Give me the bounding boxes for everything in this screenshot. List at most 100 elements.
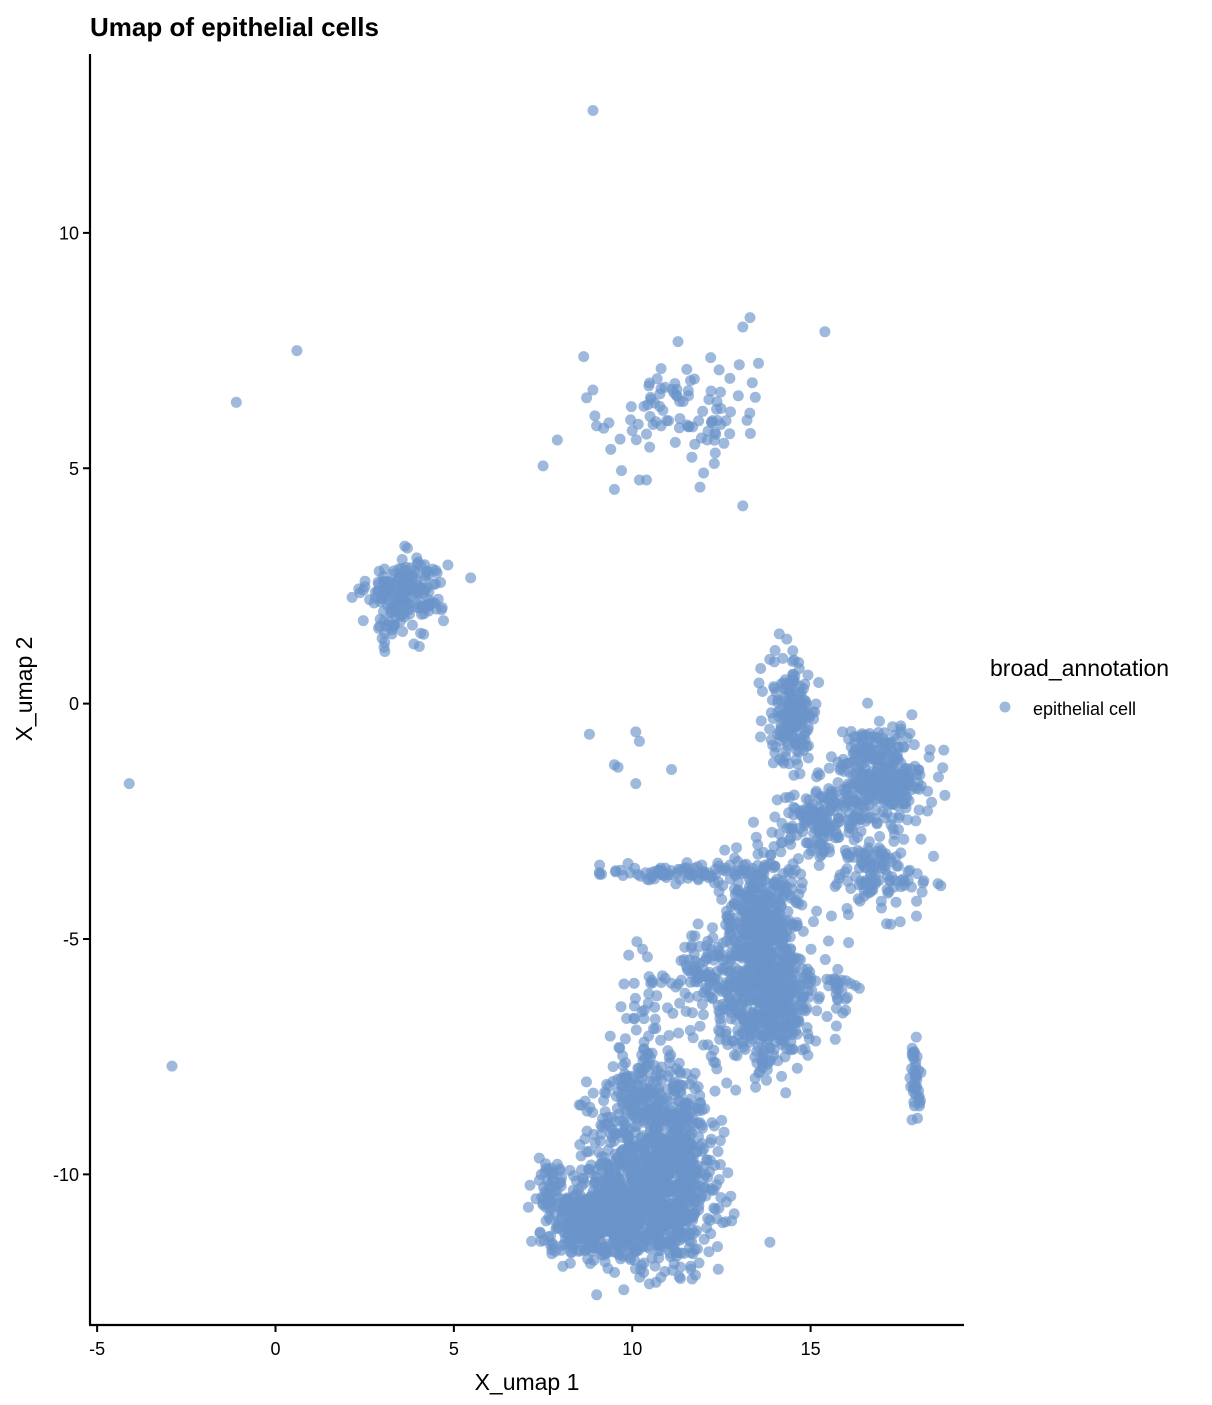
- data-point: [778, 981, 790, 993]
- y-tick-label: 5: [69, 459, 79, 479]
- data-point: [646, 1224, 658, 1236]
- data-point: [603, 1163, 615, 1175]
- data-point: [856, 750, 868, 762]
- data-point: [123, 778, 135, 790]
- data-point: [560, 1220, 572, 1232]
- data-point: [701, 970, 713, 982]
- data-point: [678, 1133, 690, 1145]
- data-point: [568, 1237, 580, 1249]
- data-point: [625, 401, 637, 413]
- data-point: [899, 791, 911, 803]
- data-point: [813, 826, 825, 838]
- data-point: [594, 1135, 606, 1147]
- data-point: [792, 1016, 804, 1028]
- data-point: [910, 1031, 922, 1043]
- data-point: [640, 1194, 652, 1206]
- data-point: [679, 1105, 691, 1117]
- data-point: [685, 375, 696, 387]
- data-point: [705, 943, 716, 955]
- data-point: [937, 762, 949, 774]
- data-point: [588, 1254, 600, 1266]
- data-point: [538, 1181, 550, 1193]
- data-point: [719, 844, 731, 856]
- data-point: [442, 559, 454, 571]
- data-point: [775, 901, 787, 913]
- data-point: [643, 1242, 655, 1254]
- data-point: [628, 977, 640, 989]
- data-point: [707, 922, 718, 934]
- data-point: [773, 628, 785, 640]
- data-point: [757, 1062, 769, 1074]
- data-point: [874, 831, 886, 842]
- data-point: [674, 413, 686, 425]
- data-point: [697, 1122, 708, 1134]
- data-point: [769, 811, 781, 823]
- data-point: [787, 645, 799, 657]
- data-point: [396, 554, 408, 565]
- data-point: [878, 849, 890, 861]
- data-point: [797, 744, 809, 756]
- data-point: [357, 615, 369, 627]
- data-point: [813, 837, 825, 849]
- data-point: [872, 727, 884, 738]
- data-point: [681, 363, 693, 375]
- data-point: [655, 1061, 667, 1073]
- data-point: [777, 652, 789, 664]
- data-point: [832, 777, 844, 789]
- data-point: [938, 744, 950, 756]
- data-point: [655, 363, 667, 375]
- data-point: [864, 750, 876, 762]
- data-point: [575, 1220, 587, 1232]
- data-point: [831, 878, 843, 890]
- data-point: [786, 1043, 798, 1055]
- data-point: [830, 988, 842, 1000]
- data-point: [757, 1054, 769, 1066]
- data-point: [663, 1030, 675, 1041]
- data-point: [679, 941, 691, 953]
- data-point: [675, 1189, 687, 1201]
- data-point: [775, 678, 787, 690]
- data-point: [399, 540, 411, 552]
- data-point: [619, 1125, 630, 1137]
- data-point: [905, 763, 917, 775]
- data-point: [709, 1085, 721, 1097]
- data-point: [609, 1233, 621, 1244]
- data-point: [671, 383, 683, 395]
- data-point: [842, 909, 854, 921]
- data-point: [652, 1233, 664, 1245]
- data-point: [629, 1254, 640, 1266]
- data-point: [869, 859, 881, 871]
- data-point: [630, 778, 642, 790]
- data-point: [533, 1152, 545, 1164]
- data-point: [665, 977, 677, 989]
- data-point: [854, 895, 866, 907]
- data-point: [893, 741, 905, 753]
- data-point: [787, 669, 799, 680]
- data-point: [775, 940, 787, 952]
- data-point: [873, 874, 885, 886]
- data-point: [848, 795, 859, 807]
- data-point: [780, 1087, 792, 1099]
- data-point: [744, 407, 756, 419]
- data-point: [810, 785, 822, 797]
- data-point: [659, 381, 671, 393]
- data-point: [822, 819, 834, 831]
- data-point: [932, 771, 944, 783]
- data-point: [743, 1020, 754, 1032]
- data-point: [725, 406, 736, 418]
- data-point: [776, 922, 787, 934]
- data-point: [618, 1284, 630, 1296]
- data-point: [840, 1004, 852, 1016]
- data-point: [630, 434, 642, 446]
- data-point: [787, 982, 799, 994]
- data-point: [554, 1163, 566, 1175]
- data-point: [632, 1188, 643, 1200]
- data-point: [713, 1174, 725, 1186]
- data-point: [693, 1105, 705, 1117]
- x-tick-label: -5: [89, 1339, 105, 1359]
- data-point: [680, 1005, 692, 1017]
- data-point: [839, 866, 851, 878]
- data-point: [664, 1131, 676, 1143]
- data-point: [770, 686, 782, 698]
- data-point: [819, 326, 831, 338]
